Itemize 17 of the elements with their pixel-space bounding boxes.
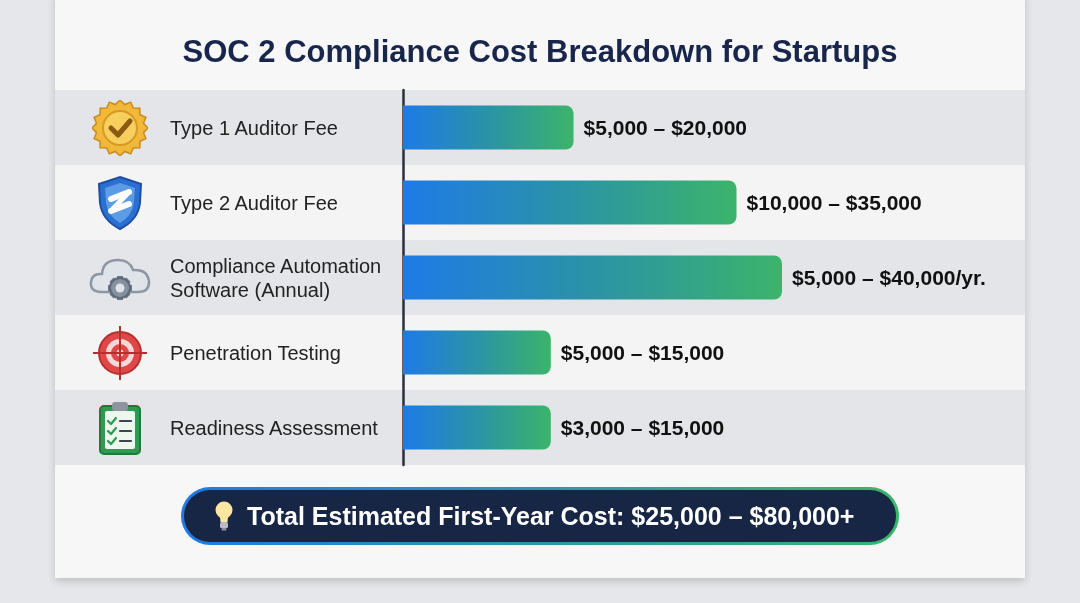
text: Total Estimated First-Year Cost: $25,000 – $80,000+ — [247, 501, 855, 532]
annotation: $5,000 – $40,000/yr. — [792, 266, 986, 289]
y-tick-label: Readiness Assessment — [170, 416, 379, 439]
bar — [403, 405, 551, 450]
bar — [403, 330, 551, 375]
bar — [403, 180, 737, 225]
annotation: $5,000 – $20,000 — [583, 116, 748, 139]
annotation: $5,000 – $15,000 — [560, 341, 725, 364]
chart-title: SOC 2 Compliance Cost Breakdown for Startups — [182, 34, 898, 69]
annotation: $3,000 – $15,000 — [560, 416, 725, 439]
bar — [403, 105, 574, 150]
y-tick-label: Type 1 Auditor Fee — [170, 116, 338, 139]
y-tick-label: Type 2 Auditor Fee — [170, 191, 338, 214]
annotation: $10,000 – $35,000 — [746, 191, 922, 214]
y-tick-label: Penetration Testing — [170, 341, 341, 364]
y-tick-label: Compliance Automation Software (Annual) — [170, 254, 387, 301]
bar — [403, 255, 782, 300]
